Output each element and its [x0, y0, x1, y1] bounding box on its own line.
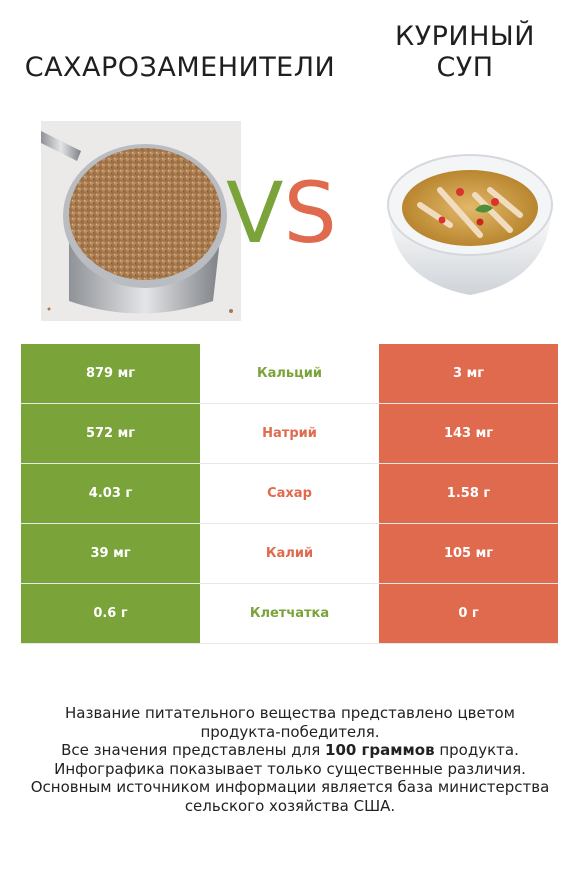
footnote-line-3-bold: 100 граммов: [325, 741, 435, 759]
right-product-title: КУРИНЫЙ СУП: [360, 21, 570, 83]
right-value-cell: 105 мг: [379, 524, 558, 583]
vs-label: VS: [226, 163, 337, 263]
nutrient-name-cell: Кальций: [200, 344, 379, 403]
left-value-cell: 39 мг: [21, 524, 200, 583]
left-value-cell: 572 мг: [21, 404, 200, 463]
nutrient-name-cell: Натрий: [200, 404, 379, 463]
left-value-cell: 0.6 г: [21, 584, 200, 643]
table-row: 4.03 г Сахар 1.58 г: [21, 464, 558, 524]
right-product-title-line2: СУП: [436, 52, 494, 83]
table-row: 0.6 г Клетчатка 0 г: [21, 584, 558, 644]
vs-letter-s: S: [283, 164, 337, 262]
right-value-cell: 0 г: [379, 584, 558, 643]
footnote-line-1: Название питательного вещества представл…: [65, 704, 515, 722]
left-value-cell: 879 мг: [21, 344, 200, 403]
right-value-cell: 143 мг: [379, 404, 558, 463]
table-row: 39 мг Калий 105 мг: [21, 524, 558, 584]
left-product-title: САХАРОЗАМЕНИТЕЛИ: [24, 52, 336, 83]
footnote-line-4: Инфографика показывает только существенн…: [54, 759, 526, 778]
right-value-cell: 1.58 г: [379, 464, 558, 523]
table-row: 572 мг Натрий 143 мг: [21, 404, 558, 464]
nutrient-name-cell: Клетчатка: [200, 584, 379, 643]
sweetener-photo: [41, 121, 241, 321]
footnote-line-5: Основным источником информации является …: [30, 778, 550, 796]
footnote: Название питательного вещества представл…: [20, 704, 560, 815]
footnote-line-3-pre: Все значения представлены для: [61, 741, 326, 759]
right-product-title-line1: КУРИНЫЙ: [395, 21, 535, 52]
footnote-line-3: Все значения представлены для 100 граммо…: [20, 741, 560, 760]
table-row: 879 мг Кальций 3 мг: [21, 344, 558, 404]
footnote-line-3-post: продукта.: [434, 741, 519, 759]
right-value-cell: 3 мг: [379, 344, 558, 403]
nutrient-name-cell: Калий: [200, 524, 379, 583]
comparison-table: 879 мг Кальций 3 мг 572 мг Натрий 143 мг 4.03 …: [21, 344, 558, 644]
footnote-line-2: продукта-победителя.: [200, 722, 380, 741]
footnote-line-6: сельского хозяйства США.: [184, 796, 396, 815]
nutrient-name-cell: Сахар: [200, 464, 379, 523]
chicken-soup-photo: [387, 154, 553, 295]
left-value-cell: 4.03 г: [21, 464, 200, 523]
vs-letter-v: V: [226, 164, 284, 262]
